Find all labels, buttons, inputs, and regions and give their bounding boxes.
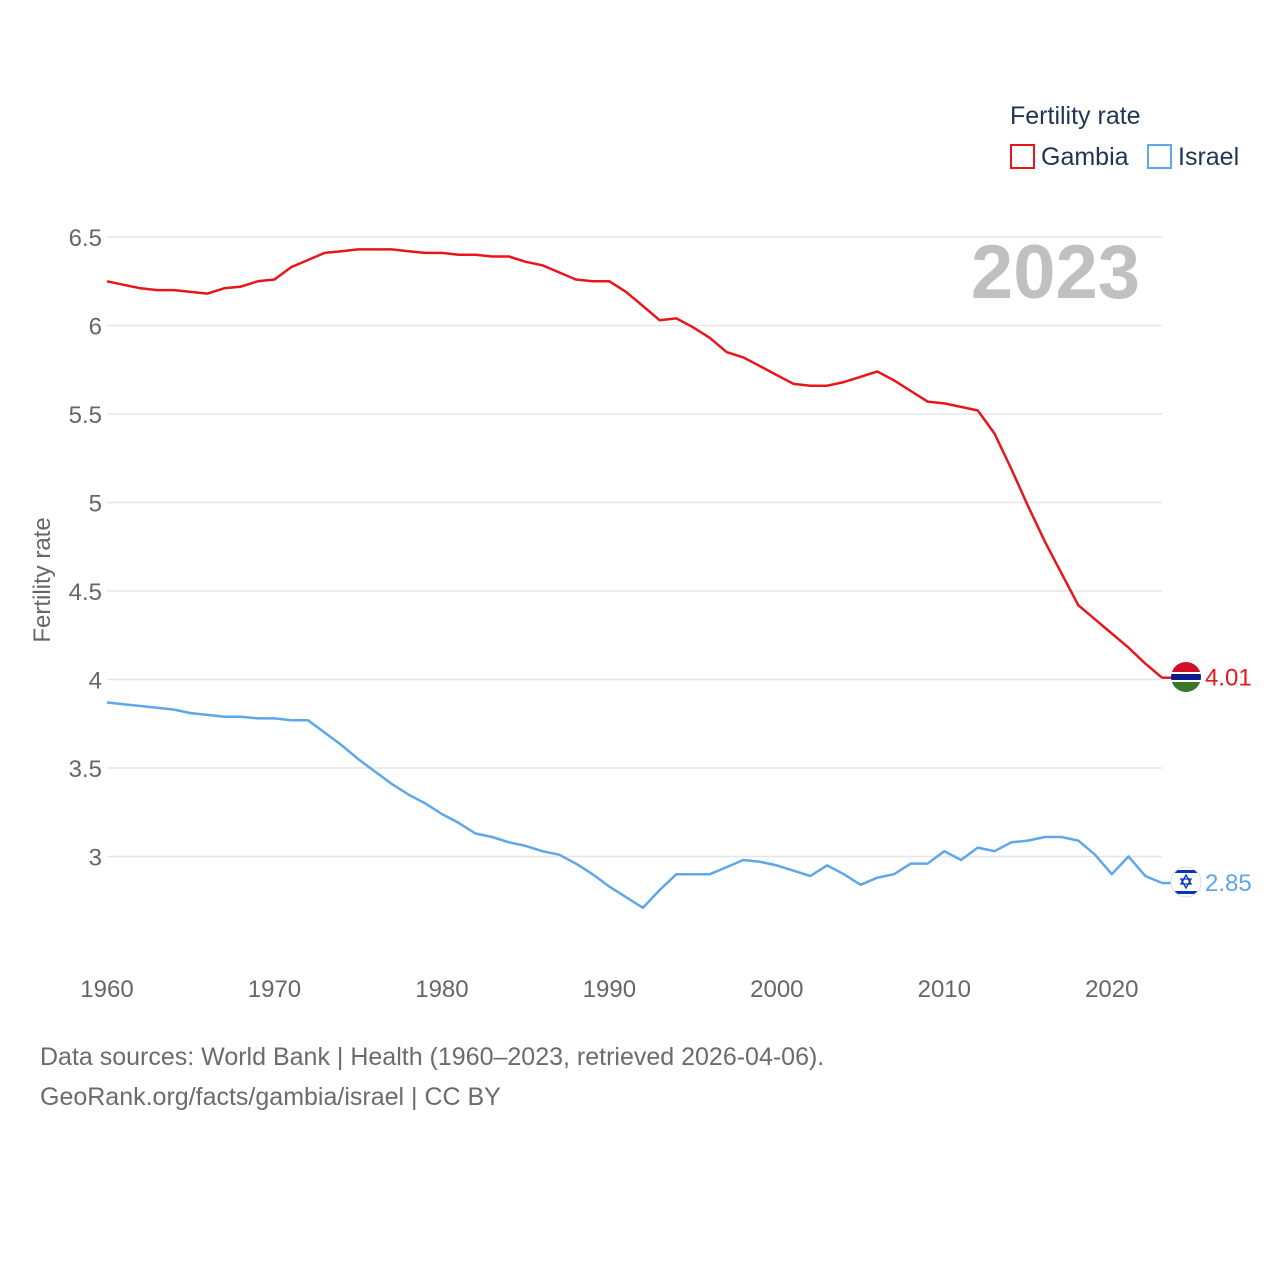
legend-israel-label[interactable]: Israel [1178,143,1239,171]
year-label: 2023 [971,230,1140,315]
end-value-label-israel: 2.85 [1205,870,1252,897]
israel-flag-icon [1170,866,1202,898]
y-tick-label: 5 [89,491,102,518]
legend-gambia-label[interactable]: Gambia [1041,143,1129,171]
series-line-gambia[interactable] [106,248,1163,679]
legend-gambia-swatch[interactable] [1010,144,1035,169]
end-labels: 4.01 2.85 [1205,665,1252,897]
legend-title: Fertility rate [1010,102,1141,130]
y-tick-label: 4 [89,668,102,695]
y-axis-label: Fertility rate [29,517,56,642]
x-tick-label: 2010 [918,976,971,1003]
y-tick-label: 6 [89,314,102,341]
series-group [106,248,1172,910]
grid-lines [107,236,1162,858]
source-link[interactable]: GeoRank.org/facts/gambia/israel | CC BY [40,1083,501,1111]
data-source-note: Data sources: World Bank | Health (1960–… [40,1043,825,1071]
x-tick-label: 2020 [1085,976,1138,1003]
x-tick-label: 2000 [750,976,803,1003]
y-tick-label: 3.5 [69,756,102,783]
y-tick-label: 4.5 [69,579,102,606]
y-tick-label: 3 [89,845,102,872]
x-tick-label: 1960 [80,976,133,1003]
x-tick-label: 1970 [248,976,301,1003]
series-line-israel[interactable] [106,701,1163,910]
legend-israel-swatch[interactable] [1147,144,1172,169]
x-tick-label: 1990 [583,976,636,1003]
x-tick-label: 1980 [415,976,468,1003]
y-axis-ticks: 3 3.5 4 4.5 5 5.5 6 6.5 [69,225,102,872]
y-tick-label: 6.5 [69,225,102,252]
end-value-label-gambia: 4.01 [1205,665,1252,692]
x-axis-ticks: 1960 1970 1980 1990 2000 2010 2020 [80,976,1138,1003]
gambia-flag-icon [1171,662,1201,692]
y-tick-label: 5.5 [69,402,102,429]
